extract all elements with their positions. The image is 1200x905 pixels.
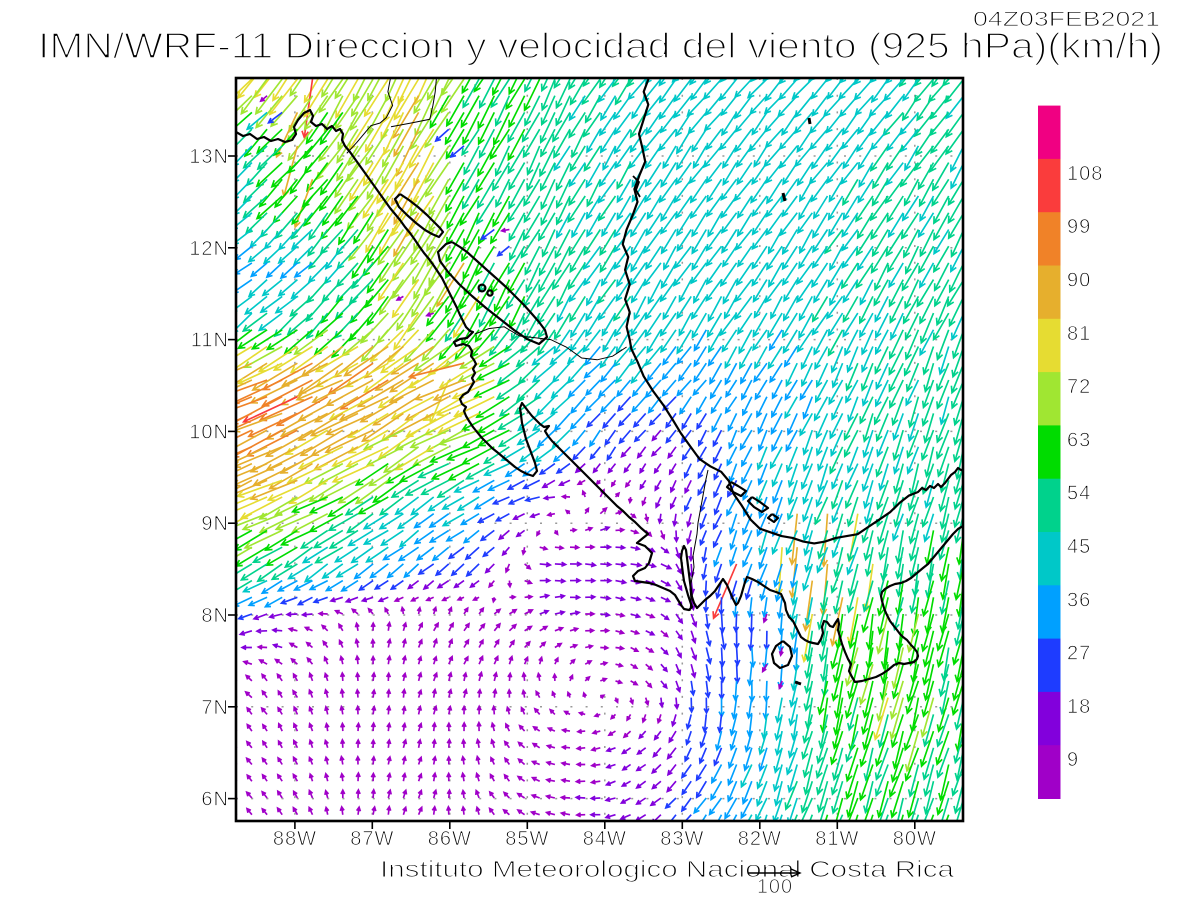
svg-text:82W: 82W bbox=[738, 828, 782, 850]
svg-text:9N: 9N bbox=[201, 513, 229, 535]
svg-text:100: 100 bbox=[757, 876, 793, 898]
svg-text:86W: 86W bbox=[428, 828, 472, 850]
svg-text:90: 90 bbox=[1067, 270, 1091, 292]
svg-text:6N: 6N bbox=[201, 789, 229, 811]
svg-text:13N: 13N bbox=[189, 146, 229, 168]
svg-text:87W: 87W bbox=[350, 828, 394, 850]
svg-text:85W: 85W bbox=[505, 828, 549, 850]
svg-text:9: 9 bbox=[1067, 749, 1079, 771]
svg-text:80W: 80W bbox=[893, 828, 937, 850]
svg-text:88W: 88W bbox=[273, 828, 317, 850]
svg-text:36: 36 bbox=[1067, 589, 1091, 611]
svg-text:54: 54 bbox=[1067, 483, 1091, 505]
svg-text:10N: 10N bbox=[189, 421, 229, 443]
svg-text:83W: 83W bbox=[660, 828, 704, 850]
svg-text:45: 45 bbox=[1067, 536, 1091, 558]
svg-text:84W: 84W bbox=[583, 828, 627, 850]
svg-text:108: 108 bbox=[1067, 163, 1103, 185]
svg-text:27: 27 bbox=[1067, 643, 1091, 665]
svg-text:8N: 8N bbox=[201, 605, 229, 627]
svg-text:99: 99 bbox=[1067, 216, 1091, 238]
svg-text:18: 18 bbox=[1067, 696, 1091, 718]
svg-text:Instituto Meteorologico Nacion: Instituto Meteorologico Nacional Costa R… bbox=[380, 856, 954, 882]
svg-text:IMN/WRF-11 Direccion y velocid: IMN/WRF-11 Direccion y velocidad del vie… bbox=[38, 25, 1163, 66]
svg-text:72: 72 bbox=[1067, 376, 1091, 398]
svg-text:63: 63 bbox=[1067, 429, 1091, 451]
svg-text:12N: 12N bbox=[189, 238, 229, 260]
svg-text:11N: 11N bbox=[191, 330, 229, 352]
svg-text:81: 81 bbox=[1067, 323, 1091, 345]
svg-text:04Z03FEB2021: 04Z03FEB2021 bbox=[973, 8, 1160, 31]
svg-text:7N: 7N bbox=[201, 697, 229, 719]
svg-text:81W: 81W bbox=[815, 828, 859, 850]
